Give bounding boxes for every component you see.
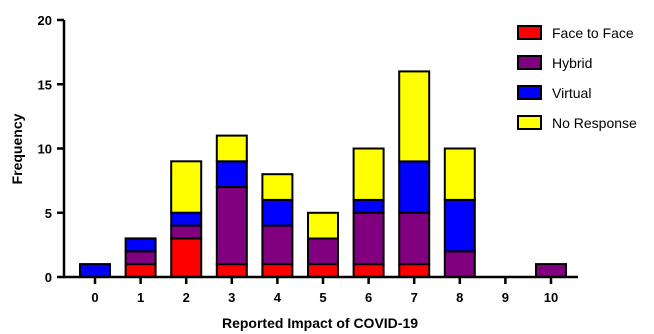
bar-segment-7-series-2 xyxy=(398,160,431,214)
x-tick-label-10: 10 xyxy=(544,290,558,305)
bar-segment-7-series-1 xyxy=(398,211,431,266)
bar-segment-2-series-2 xyxy=(170,211,203,227)
legend-swatch-1 xyxy=(517,55,542,70)
x-tick-label-8: 8 xyxy=(456,290,463,305)
y-tick-label-10: 10 xyxy=(38,142,52,157)
y-ticks: 0 5 10 15 20 xyxy=(38,13,64,285)
bar-segment-4-series-1 xyxy=(261,224,294,266)
bar-segment-8-series-2 xyxy=(443,198,476,253)
bar-segment-2-series-0 xyxy=(170,237,203,278)
bar-segment-2-series-3 xyxy=(170,160,203,214)
x-tick-label-9: 9 xyxy=(502,290,509,305)
legend-label-1: Hybrid xyxy=(552,55,592,71)
x-tick-label-5: 5 xyxy=(319,290,326,305)
legend-label-2: Virtual xyxy=(552,85,591,101)
legend-label-3: No Response xyxy=(552,115,637,131)
bar-segment-6-series-3 xyxy=(352,147,385,201)
bar-segment-7-series-3 xyxy=(398,70,431,163)
legend: Face to Face Hybrid Virtual No Response xyxy=(517,25,637,131)
bar-segment-6-series-0 xyxy=(352,263,385,279)
bar-segment-5-series-3 xyxy=(307,211,339,240)
bar-segment-4-series-2 xyxy=(261,198,294,227)
y-tick-label-15: 15 xyxy=(38,77,52,92)
bar-segment-1-series-2 xyxy=(124,237,157,253)
bar-segment-8-series-1 xyxy=(443,250,476,279)
bar-segment-1-series-0 xyxy=(124,263,157,279)
y-tick-label-0: 0 xyxy=(45,270,52,285)
bar-segment-5-series-1 xyxy=(307,237,339,266)
bar-segment-8-series-3 xyxy=(443,147,476,201)
x-tick-label-7: 7 xyxy=(411,290,418,305)
y-axis-title: Frequency xyxy=(9,113,25,184)
bar-segment-4-series-0 xyxy=(261,263,294,279)
bar-segment-6-series-2 xyxy=(352,198,385,214)
bar-segment-1-series-1 xyxy=(124,250,157,266)
y-tick-label-20: 20 xyxy=(38,13,52,28)
bar-segment-3-series-2 xyxy=(215,160,248,189)
bars-layer xyxy=(79,70,567,279)
x-tick-label-4: 4 xyxy=(274,290,282,305)
legend-swatch-2 xyxy=(517,85,542,100)
legend-label-0: Face to Face xyxy=(552,25,634,41)
x-ticks: 0 1 2 3 4 5 6 7 8 9 10 xyxy=(91,277,558,305)
bar-segment-5-series-0 xyxy=(307,263,339,279)
x-axis-title: Reported Impact of COVID-19 xyxy=(222,315,418,331)
bar-segment-10-series-1 xyxy=(535,263,567,279)
x-tick-label-2: 2 xyxy=(183,290,190,305)
y-tick-label-5: 5 xyxy=(45,206,52,221)
x-tick-label-1: 1 xyxy=(137,290,144,305)
bar-segment-4-series-3 xyxy=(261,173,294,201)
legend-swatch-0 xyxy=(517,25,542,40)
x-tick-label-3: 3 xyxy=(228,290,235,305)
bar-segment-7-series-0 xyxy=(398,263,431,279)
bar-segment-6-series-1 xyxy=(352,211,385,266)
bar-segment-0-series-2 xyxy=(79,263,111,279)
bar-segment-2-series-1 xyxy=(170,224,203,240)
legend-swatch-3 xyxy=(517,115,542,130)
x-tick-label-0: 0 xyxy=(91,290,98,305)
bar-segment-3-series-3 xyxy=(215,134,248,163)
bar-segment-3-series-1 xyxy=(215,186,248,266)
bar-segment-3-series-0 xyxy=(215,263,248,279)
x-tick-label-6: 6 xyxy=(365,290,372,305)
